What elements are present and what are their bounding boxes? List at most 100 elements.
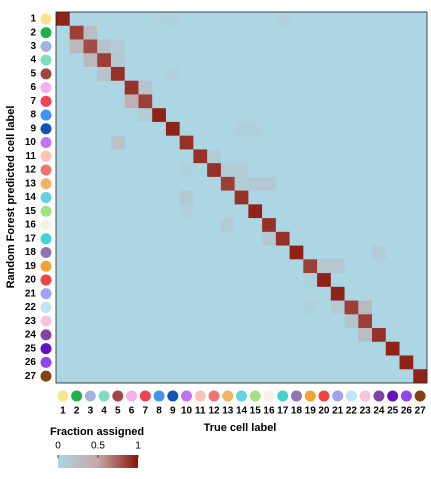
heatmap-cell xyxy=(262,39,277,54)
heatmap-cell xyxy=(399,286,414,301)
heatmap-cell xyxy=(193,369,208,384)
heatmap-cell xyxy=(372,149,387,164)
heatmap-cell xyxy=(220,341,235,356)
heatmap-cell xyxy=(413,176,428,191)
heatmap-cell xyxy=(358,80,373,95)
heatmap-cell xyxy=(317,176,332,191)
heatmap-cell xyxy=(262,218,277,233)
heatmap-cell xyxy=(110,190,126,205)
heatmap-cell xyxy=(344,286,359,301)
heatmap-cell xyxy=(289,80,304,95)
heatmap-cell xyxy=(275,328,290,343)
heatmap-cell xyxy=(193,355,208,370)
column-color-dot xyxy=(167,390,179,402)
heatmap-cell xyxy=(372,218,387,233)
heatmap-cell xyxy=(372,53,387,68)
heatmap-cell xyxy=(248,39,263,54)
heatmap-cell xyxy=(165,149,180,164)
heatmap-cell xyxy=(234,341,249,356)
heatmap-cell xyxy=(358,12,373,27)
heatmap-cell xyxy=(165,355,180,370)
heatmap-cell xyxy=(234,259,249,274)
heatmap-cell xyxy=(124,218,139,233)
heatmap-cell xyxy=(138,300,153,315)
heatmap-cell xyxy=(138,135,153,150)
heatmap-cell xyxy=(83,94,98,109)
heatmap-cell xyxy=(275,66,290,82)
heatmap-cell xyxy=(193,121,208,136)
heatmap-cell xyxy=(83,273,98,288)
heatmap-cell xyxy=(330,218,345,233)
heatmap-cell xyxy=(358,39,373,54)
heatmap-cell xyxy=(289,245,304,260)
heatmap-cell xyxy=(275,121,290,136)
heatmap-cell xyxy=(248,25,263,40)
heatmap-cell xyxy=(262,108,277,123)
heatmap-cell xyxy=(110,80,126,95)
heatmap-cell xyxy=(56,204,71,219)
heatmap-cell xyxy=(56,108,71,123)
heatmap-cell xyxy=(83,314,98,329)
heatmap-cell xyxy=(385,204,400,219)
heatmap-cell xyxy=(110,286,126,301)
heatmap-cell xyxy=(234,80,249,95)
heatmap-cell xyxy=(165,53,180,68)
heatmap-cell xyxy=(399,53,414,68)
heatmap-cell xyxy=(152,12,167,27)
heatmap-cell xyxy=(138,204,153,219)
column-color-dot xyxy=(277,390,289,402)
heatmap-cell xyxy=(317,314,332,329)
heatmap-cell xyxy=(248,53,263,68)
heatmap-cell xyxy=(317,355,332,370)
heatmap-cell xyxy=(248,314,263,329)
heatmap-cell xyxy=(124,80,139,95)
heatmap-cell xyxy=(193,328,208,343)
heatmap-cell xyxy=(289,66,304,82)
heatmap-cell xyxy=(234,149,249,164)
heatmap-cell xyxy=(165,369,180,384)
heatmap-cell xyxy=(399,108,414,123)
heatmap-cell xyxy=(344,121,359,136)
x-tick-label: 1 xyxy=(60,406,66,417)
heatmap-cell xyxy=(207,94,222,109)
heatmap-cell xyxy=(56,39,71,54)
heatmap-cell xyxy=(179,204,194,219)
heatmap-cell xyxy=(413,273,428,288)
heatmap-cell xyxy=(275,341,290,356)
heatmap-cell xyxy=(179,80,194,95)
column-color-dot xyxy=(263,390,275,402)
heatmap-cell xyxy=(234,355,249,370)
heatmap-cell xyxy=(234,314,249,329)
heatmap-cell xyxy=(358,176,373,191)
heatmap-cell xyxy=(275,53,290,68)
heatmap-cell xyxy=(248,66,263,82)
heatmap-cell xyxy=(220,66,235,82)
y-tick-label: 15 xyxy=(25,206,37,217)
x-tick-label: 3 xyxy=(88,406,94,417)
row-color-dot xyxy=(40,343,52,355)
heatmap-cell xyxy=(289,121,304,136)
heatmap-cell xyxy=(372,273,387,288)
heatmap-cell xyxy=(358,286,373,301)
heatmap-cell xyxy=(248,259,263,274)
heatmap-cell xyxy=(289,355,304,370)
heatmap-cell xyxy=(385,259,400,274)
heatmap-cell xyxy=(372,231,387,246)
x-tick-label: 14 xyxy=(236,406,248,417)
heatmap-cell xyxy=(303,80,318,95)
heatmap-cell xyxy=(97,12,112,27)
heatmap-cell xyxy=(56,245,71,260)
heatmap-cell xyxy=(69,121,84,136)
heatmap-cell xyxy=(83,12,98,27)
heatmap-cell xyxy=(207,149,222,164)
heatmap-cell xyxy=(358,163,373,178)
heatmap-cell xyxy=(262,204,277,219)
heatmap-cell xyxy=(275,259,290,274)
heatmap-cell xyxy=(317,259,332,274)
row-color-dot xyxy=(40,301,52,313)
x-tick-label: 2 xyxy=(74,406,80,417)
y-tick-label: 6 xyxy=(30,82,36,93)
heatmap-cell xyxy=(385,53,400,68)
heatmap-cell xyxy=(413,149,428,164)
heatmap-cell xyxy=(83,39,98,54)
